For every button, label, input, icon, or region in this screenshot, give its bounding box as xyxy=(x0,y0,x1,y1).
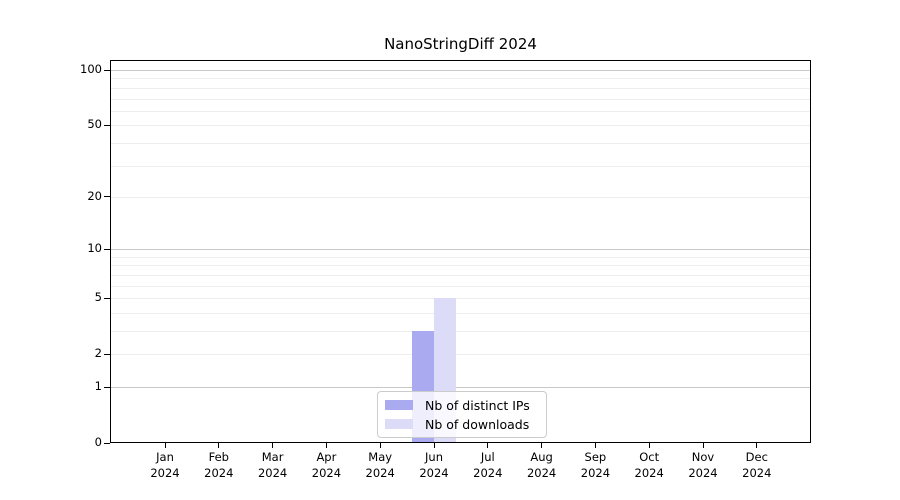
y-tick-mark xyxy=(104,124,110,126)
chart-title: NanoStringDiff 2024 xyxy=(384,35,537,53)
x-tick-year: 2024 xyxy=(634,466,664,480)
x-tick-mark xyxy=(756,443,758,448)
x-tick-month: Mar xyxy=(261,450,284,464)
plot-frame xyxy=(110,60,811,443)
gridline-major xyxy=(110,249,811,251)
x-tick-month: May xyxy=(368,450,393,464)
gridline-minor xyxy=(110,312,811,314)
x-tick-month: Nov xyxy=(691,450,715,464)
x-tick-year: 2024 xyxy=(526,466,557,480)
y-tick-label: 1 xyxy=(94,379,102,393)
legend: Nb of distinct IPs Nb of downloads xyxy=(377,391,547,438)
gridline-minor xyxy=(110,285,811,287)
x-tick-mark xyxy=(379,443,381,448)
legend-row: Nb of downloads xyxy=(385,417,538,432)
x-tick-label: Sep 2024 xyxy=(567,449,623,481)
x-tick-mark xyxy=(594,443,596,448)
gridline-minor xyxy=(110,165,811,167)
y-tick-mark xyxy=(104,386,110,388)
plot-area: 0 1 2 5 10 20 50 100 Jan 2024 Feb 2024 Mar 2024 Apr 20… xyxy=(80,60,811,480)
gridline-minor xyxy=(110,265,811,267)
gridline-minor xyxy=(110,274,811,276)
y-tick-mark xyxy=(104,297,110,299)
x-tick-label: Dec 2024 xyxy=(729,449,785,481)
gridline-major xyxy=(110,70,811,71)
x-tick-mark xyxy=(702,443,704,448)
x-tick-mark xyxy=(325,443,327,448)
x-tick-year: 2024 xyxy=(688,466,718,480)
y-tick-label: 20 xyxy=(87,188,102,203)
x-tick-mark xyxy=(272,443,274,448)
x-tick-year: 2024 xyxy=(365,466,395,480)
x-tick-month: Dec xyxy=(745,450,768,464)
y-tick-label: 100 xyxy=(80,62,102,76)
legend-swatch-nb-of-distinct-ips xyxy=(385,400,413,410)
x-tick-year: 2024 xyxy=(204,466,234,480)
x-tick-label: Feb 2024 xyxy=(191,449,247,481)
y-tick-label: 50 xyxy=(87,117,102,132)
x-tick-label: Nov 2024 xyxy=(675,449,731,481)
legend-swatch-nb-of-downloads xyxy=(385,419,413,429)
x-tick-month: Jun xyxy=(425,450,443,464)
x-tick-label: Aug 2024 xyxy=(514,449,570,481)
x-tick-month: Feb xyxy=(208,450,229,464)
y-tick-mark xyxy=(104,353,110,355)
x-tick-label: Jun 2024 xyxy=(406,449,462,481)
gridline-minor xyxy=(110,87,811,89)
x-tick-mark xyxy=(164,443,166,448)
x-tick-label: Apr 2024 xyxy=(298,449,354,481)
gridline-minor xyxy=(110,98,811,100)
x-tick-year: 2024 xyxy=(580,466,611,480)
x-tick-mark xyxy=(218,443,220,448)
gridline-minor xyxy=(110,196,811,198)
legend-row: Nb of distinct IPs xyxy=(385,398,538,413)
gridline-minor xyxy=(110,110,811,112)
y-tick-label: 10 xyxy=(87,241,102,256)
x-tick-month: Oct xyxy=(639,450,660,464)
x-tick-label: Oct 2024 xyxy=(621,449,677,481)
x-tick-mark xyxy=(541,443,543,448)
x-tick-mark xyxy=(433,443,435,448)
x-tick-month: Sep xyxy=(584,450,607,464)
x-tick-month: Apr xyxy=(316,450,337,464)
y-tick-label: 5 xyxy=(94,290,102,305)
x-tick-year: 2024 xyxy=(257,466,288,480)
gridline-minor xyxy=(110,331,811,332)
y-tick-mark xyxy=(104,248,110,250)
x-tick-label: May 2024 xyxy=(352,449,408,481)
x-tick-year: 2024 xyxy=(150,466,180,480)
x-tick-year: 2024 xyxy=(473,466,503,480)
x-tick-year: 2024 xyxy=(419,466,449,480)
x-tick-month: Jan xyxy=(156,450,174,464)
y-tick-mark xyxy=(104,442,110,444)
x-tick-label: Jan 2024 xyxy=(137,449,193,481)
gridline-minor xyxy=(110,256,811,258)
x-tick-mark xyxy=(648,443,650,448)
legend-label: Nb of distinct IPs xyxy=(425,397,530,413)
gridline-minor xyxy=(110,298,811,300)
gridline-minor xyxy=(110,78,811,80)
gridline-minor xyxy=(110,354,811,356)
gridline-minor xyxy=(110,142,811,144)
y-tick-label: 0 xyxy=(94,435,102,449)
x-tick-month: Jul xyxy=(480,450,495,464)
gridline-major xyxy=(110,387,811,388)
y-tick-label: 2 xyxy=(94,346,102,361)
x-tick-label: Mar 2024 xyxy=(245,449,301,481)
x-tick-year: 2024 xyxy=(311,466,342,480)
x-tick-mark xyxy=(487,443,489,448)
legend-label: Nb of downloads xyxy=(425,416,530,432)
y-tick-mark xyxy=(104,69,110,71)
gridline-minor xyxy=(110,125,811,127)
y-tick-mark xyxy=(104,196,110,198)
x-tick-year: 2024 xyxy=(742,466,772,480)
x-tick-label: Jul 2024 xyxy=(460,449,516,481)
x-tick-month: Aug xyxy=(530,450,553,464)
